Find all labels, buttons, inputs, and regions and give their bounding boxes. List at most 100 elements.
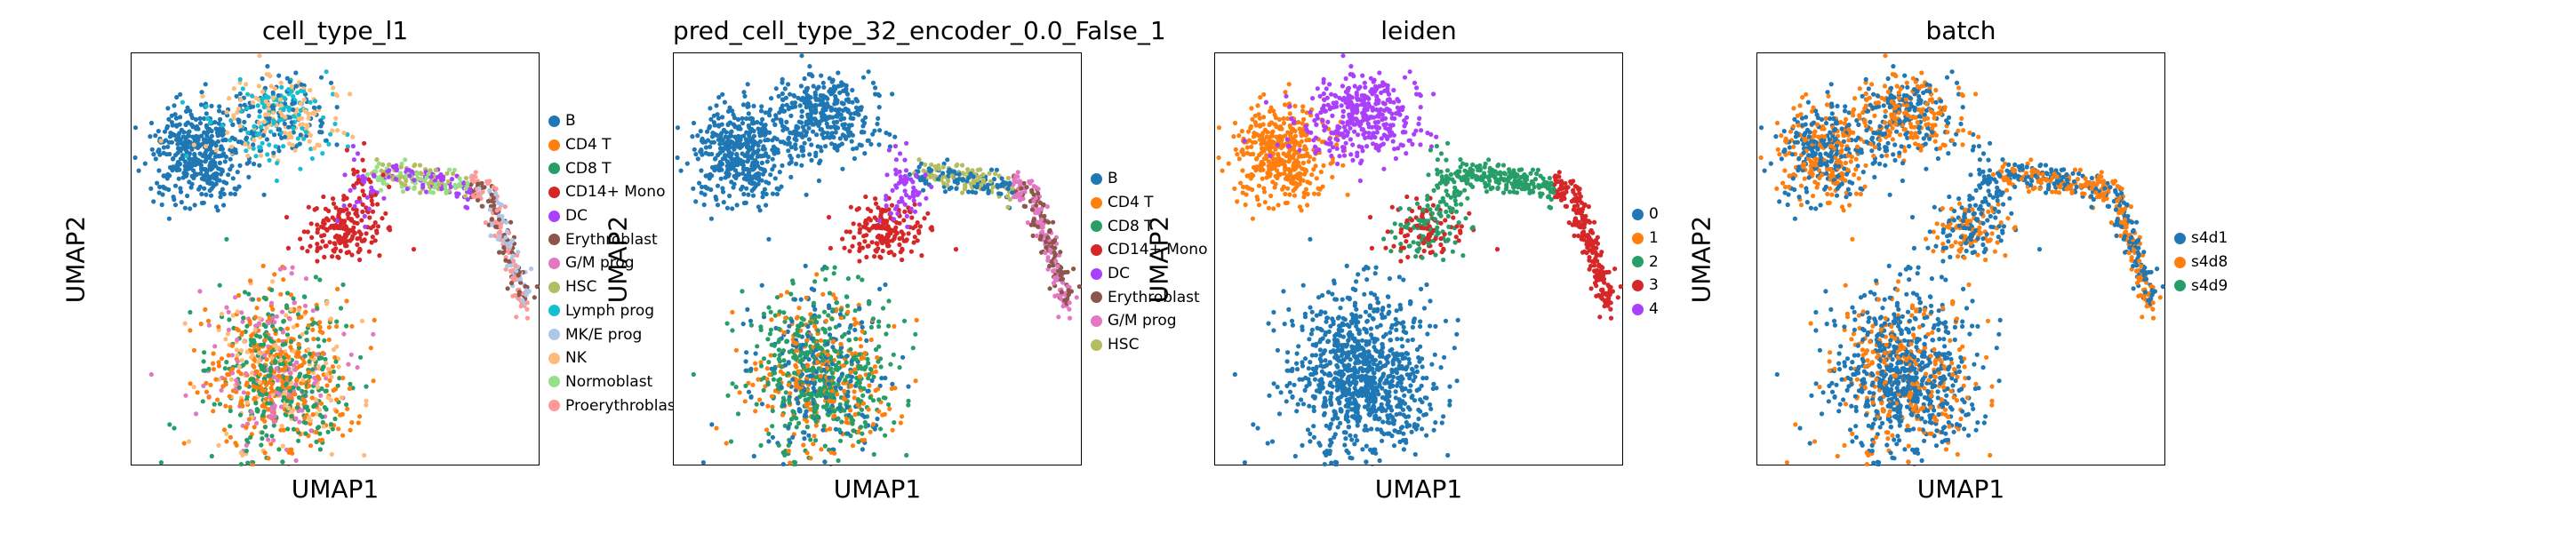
- scatter-point: [780, 412, 786, 418]
- scatter-point: [1311, 156, 1316, 162]
- x-axis-label: UMAP1: [833, 474, 922, 504]
- scatter-point: [264, 391, 269, 397]
- scatter-point: [728, 439, 734, 444]
- scatter-point: [348, 187, 353, 193]
- scatter-point: [179, 140, 184, 147]
- scatter-point: [759, 160, 764, 166]
- scatter-point: [831, 380, 836, 386]
- scatter-point: [260, 132, 266, 138]
- legend-item: CD4 T: [548, 133, 681, 157]
- scatter-point: [278, 357, 284, 362]
- scatter-point: [839, 371, 845, 377]
- scatter-point: [247, 319, 252, 324]
- scatter-point: [1005, 204, 1011, 210]
- scatter-point: [497, 250, 502, 255]
- scatter-point: [242, 119, 247, 124]
- scatter-point: [172, 203, 179, 208]
- scatter-point: [283, 352, 289, 357]
- scatter-point: [271, 423, 276, 428]
- scatter-point: [756, 126, 761, 131]
- scatter-point: [1231, 134, 1236, 139]
- scatter-point: [928, 226, 933, 231]
- scatter-point: [353, 211, 358, 217]
- scatter-point: [844, 89, 849, 94]
- scatter-point: [294, 378, 300, 384]
- legend-label: CD4 T: [565, 136, 612, 155]
- scatter-point: [173, 123, 179, 128]
- scatter-point: [822, 459, 828, 465]
- scatter-point: [479, 180, 484, 186]
- scatter-point: [842, 331, 847, 337]
- scatter-point: [317, 277, 323, 282]
- scatter-point: [771, 377, 776, 382]
- scatter-point: [212, 160, 218, 165]
- scatter-point: [1059, 296, 1064, 302]
- scatter-point: [178, 115, 183, 120]
- scatter-point: [959, 163, 965, 168]
- scatter-point: [770, 167, 775, 172]
- scatter-point: [833, 348, 838, 354]
- scatter-point: [289, 414, 294, 419]
- scatter-point: [1031, 217, 1036, 222]
- scatter-point: [919, 253, 924, 259]
- scatter-point: [197, 184, 203, 189]
- scatter-point: [278, 103, 284, 108]
- scatter-point: [157, 184, 163, 190]
- legend-item: CD8 T: [1091, 214, 1207, 238]
- scatter-point: [953, 247, 959, 252]
- scatter-point: [771, 144, 777, 149]
- scatter-point: [153, 133, 158, 139]
- scatter-point: [331, 223, 336, 228]
- scatter-point: [758, 108, 764, 114]
- scatter-point: [360, 209, 365, 214]
- scatter-point: [371, 378, 376, 384]
- scatter-point: [826, 313, 831, 318]
- scatter-point: [806, 391, 812, 397]
- scatter-point: [324, 383, 330, 388]
- scatter-point: [333, 386, 339, 392]
- scatter-point: [864, 254, 869, 259]
- scatter-point: [276, 345, 281, 351]
- legend-item: HSC: [1091, 333, 1207, 357]
- scatter-point: [225, 130, 230, 135]
- scatter-point: [503, 219, 509, 225]
- scatter-point: [765, 337, 771, 342]
- scatter-point: [757, 397, 763, 402]
- scatter-point: [192, 203, 197, 208]
- scatter-point: [1039, 250, 1044, 255]
- legend-item: HSC: [548, 275, 681, 299]
- scatter-point: [262, 353, 268, 358]
- scatter-point: [244, 106, 250, 111]
- scatter-point: [850, 243, 855, 249]
- scatter-point: [1044, 204, 1050, 210]
- scatter-point: [241, 362, 246, 368]
- scatter-point: [764, 366, 770, 371]
- scatter-point: [820, 352, 825, 357]
- legend-label: HSC: [565, 278, 597, 297]
- scatter-point: [809, 157, 814, 163]
- scatter-point: [881, 395, 886, 401]
- scatter-point: [360, 173, 365, 179]
- scatter-point: [890, 381, 895, 386]
- scatter-point: [890, 427, 895, 433]
- scatter-point: [812, 110, 818, 115]
- scatter-point: [209, 453, 214, 459]
- scatter-point: [373, 169, 379, 174]
- scatter-point: [281, 318, 286, 323]
- legend-marker-icon: [548, 186, 560, 198]
- scatter-point: [324, 301, 330, 306]
- scatter-point: [306, 204, 311, 210]
- scatter-point: [316, 337, 321, 342]
- scatter-point: [255, 103, 260, 108]
- scatter-point: [863, 115, 868, 120]
- scatter-point: [718, 176, 724, 181]
- scatter-point: [796, 401, 801, 406]
- scatter-point: [510, 253, 516, 259]
- scatter-point: [751, 174, 756, 179]
- scatter-point: [417, 163, 423, 168]
- scatter-point: [1053, 259, 1059, 264]
- scatter-point: [820, 80, 826, 85]
- scatter-point: [792, 93, 797, 99]
- scatter-point: [786, 82, 791, 87]
